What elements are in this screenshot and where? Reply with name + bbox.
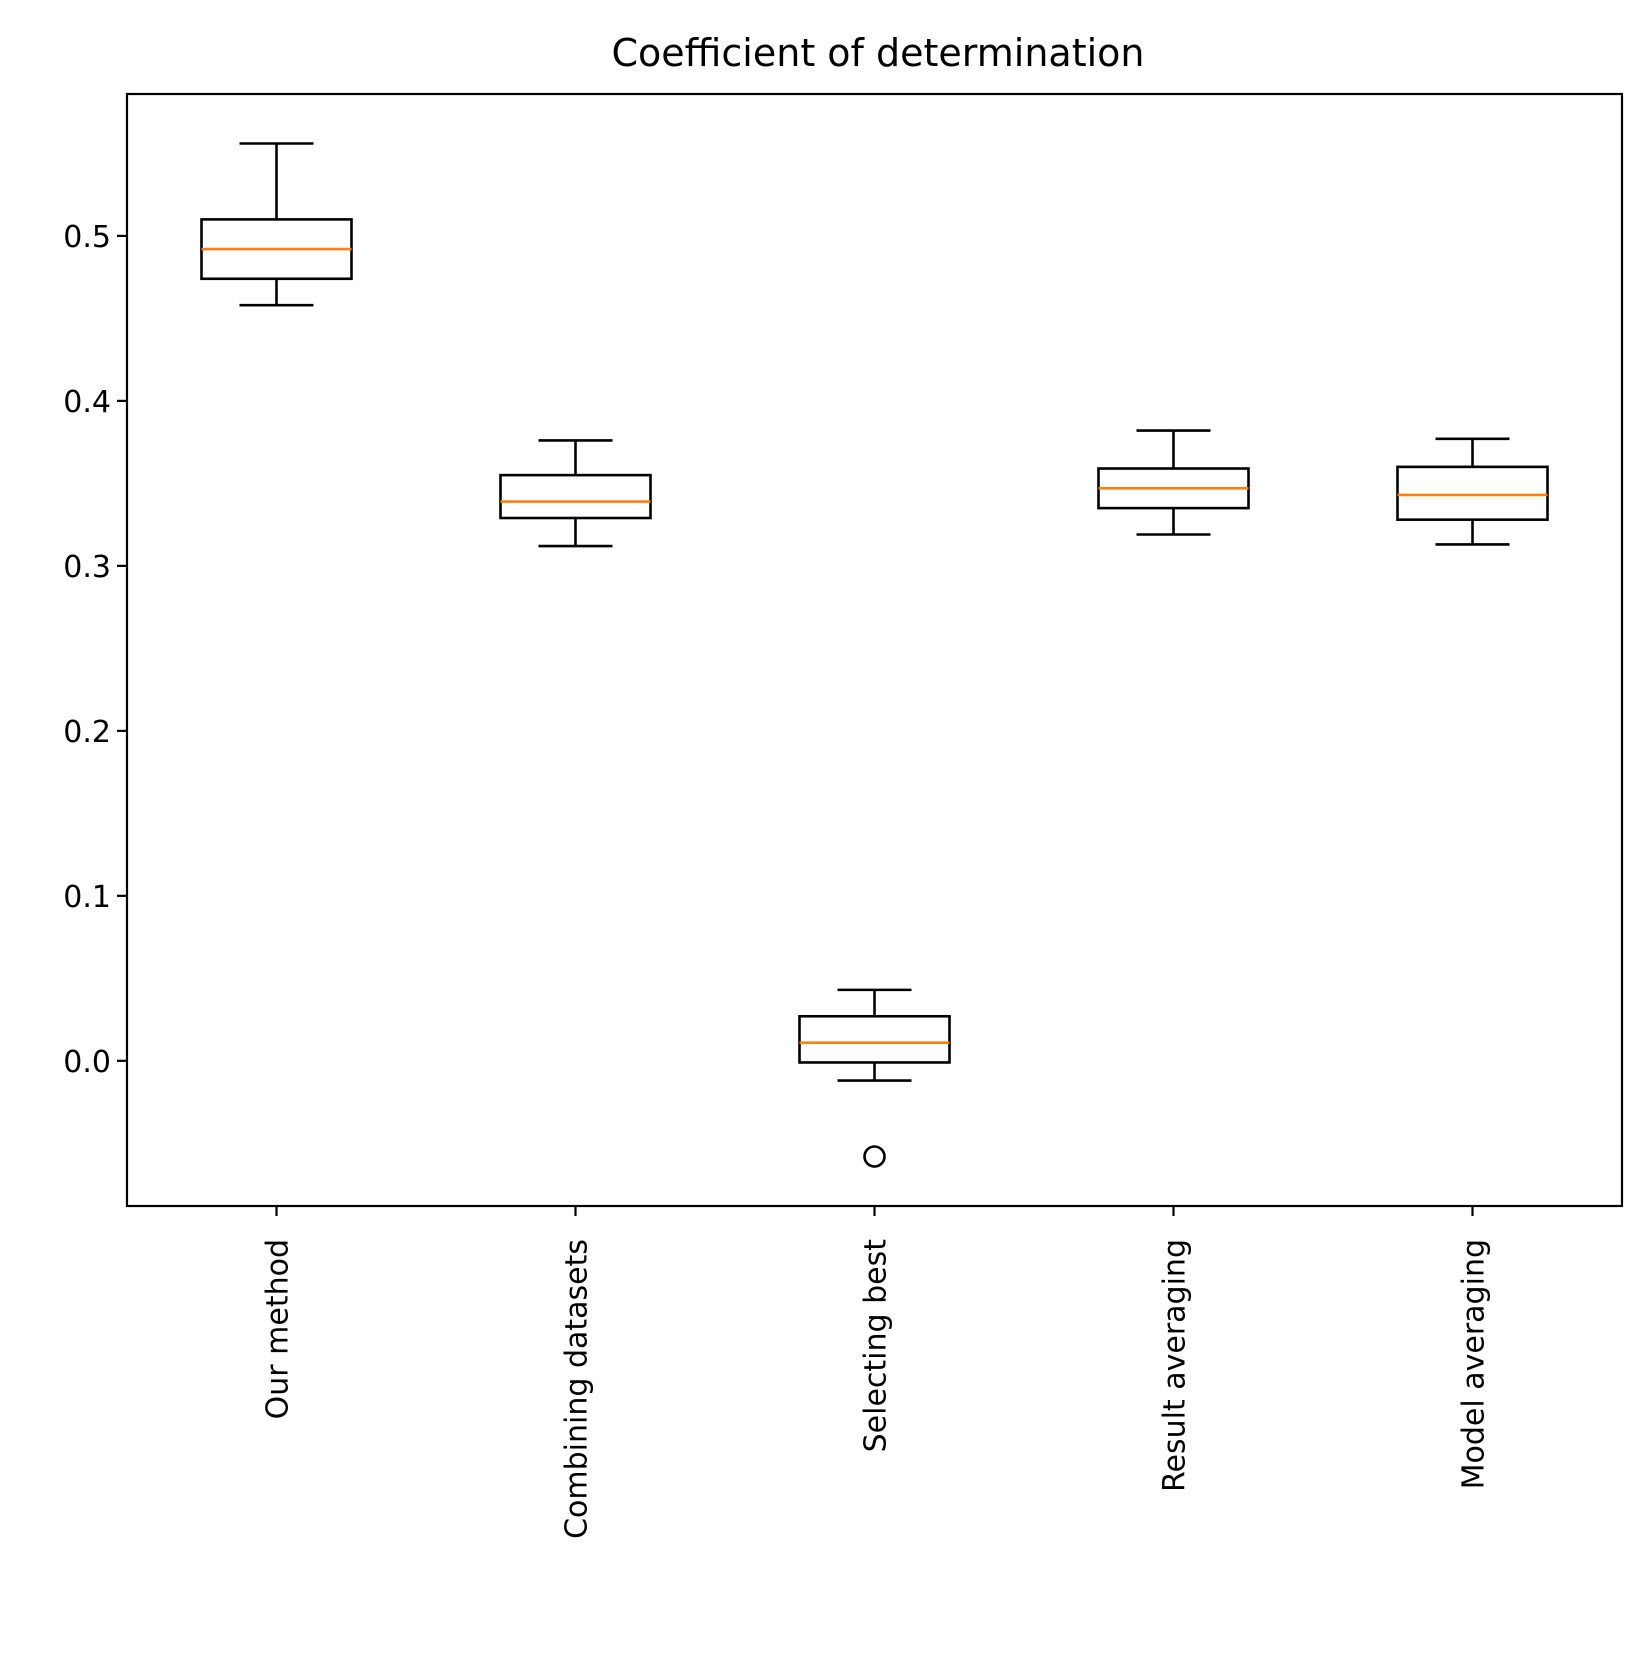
- x-tick-label: Model averaging: [1457, 1239, 1492, 1489]
- y-tick-label: 0.4: [63, 385, 111, 420]
- x-tick-label: Selecting best: [859, 1239, 894, 1453]
- plot-area: 0.0 0.1 0.2 0.3 0.4 0.5 Our method Combining da…: [63, 142, 1549, 1539]
- box-iqr: [798, 1014, 951, 1064]
- y-tick-label: 0.0: [63, 1045, 111, 1080]
- box-iqr: [1396, 465, 1549, 521]
- y-tick-label: 0.3: [63, 550, 111, 585]
- x-tick-label: Result averaging: [1158, 1239, 1193, 1492]
- plot-frame: [125, 92, 1624, 1208]
- box-iqr: [499, 473, 652, 520]
- x-tick-label: Our method: [261, 1239, 296, 1419]
- y-tick-label: 0.1: [63, 880, 111, 915]
- outlier-point: [863, 1145, 886, 1168]
- chart-title: Coefficient of determination: [612, 31, 1145, 75]
- y-tick-label: 0.2: [63, 715, 111, 750]
- x-tick-label: Combining datasets: [560, 1239, 595, 1539]
- y-tick-label: 0.5: [63, 220, 111, 255]
